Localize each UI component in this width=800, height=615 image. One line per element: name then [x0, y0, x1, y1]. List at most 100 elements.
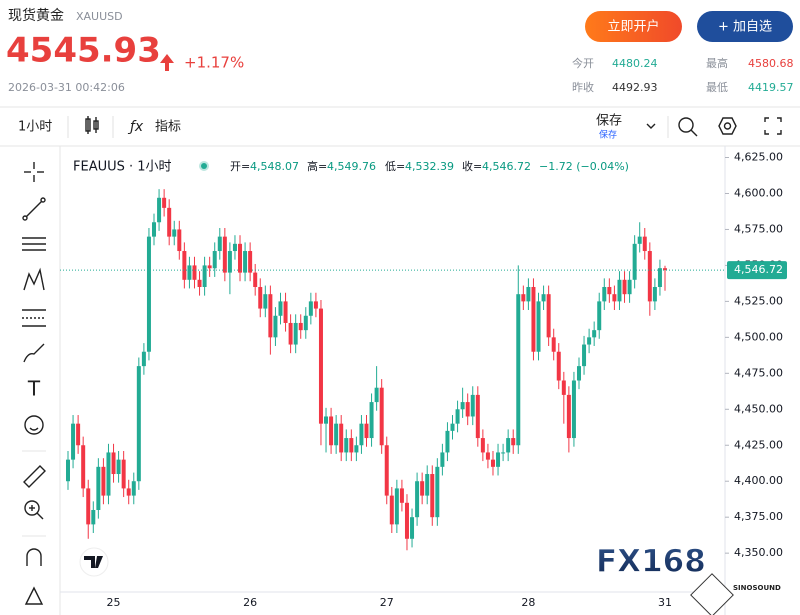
tradingview-logo	[79, 547, 109, 577]
candle-body	[450, 423, 455, 431]
candle-body	[187, 265, 192, 280]
legend-value: 4,546.72	[482, 160, 531, 173]
y-tick-label: 4,625.00	[734, 151, 783, 164]
watermark-partner: SINOSOUND	[733, 584, 781, 592]
candle-body	[663, 268, 667, 271]
candle-body	[217, 236, 222, 252]
candle-body	[273, 315, 278, 338]
interval-button[interactable]: 1小时	[18, 120, 52, 135]
candle-body	[202, 265, 207, 287]
icon-tool[interactable]	[24, 415, 44, 435]
candle-body	[465, 402, 470, 417]
x-tick-label: 31	[658, 596, 672, 609]
save-button[interactable]: 保存	[596, 114, 622, 129]
candle-body	[283, 301, 288, 323]
candle-body	[152, 222, 157, 237]
candle-body	[86, 488, 91, 525]
crosshair-tool[interactable]	[24, 162, 44, 182]
candle-body	[172, 229, 177, 237]
candle-body	[612, 294, 617, 302]
y-tick-label: 4,425.00	[734, 438, 783, 451]
measure-tool[interactable]	[23, 465, 46, 488]
candle-body	[511, 438, 516, 446]
candle-body	[248, 251, 253, 273]
candle-body	[582, 344, 587, 367]
candle-body	[516, 294, 521, 446]
candle-body	[404, 502, 409, 539]
candle-body	[394, 488, 399, 525]
zoom-tool[interactable]	[24, 500, 44, 520]
candle-body	[420, 481, 425, 496]
watchlist-button[interactable]: + 加自选	[697, 11, 793, 42]
candle-body	[197, 279, 202, 287]
candle-body	[475, 394, 480, 439]
legend-title: FEAUUS · 1小时	[73, 160, 172, 175]
candle-body	[278, 301, 283, 316]
stat-label: 最高	[706, 56, 728, 70]
candle-body	[157, 197, 162, 223]
candle-body	[597, 301, 602, 331]
candle-body	[177, 229, 182, 252]
candle-body	[374, 387, 379, 403]
y-tick-label: 4,475.00	[734, 366, 783, 379]
open-account-button[interactable]: 立即开户	[585, 11, 682, 42]
up-arrow	[160, 54, 174, 71]
candle-body	[349, 438, 354, 453]
candle-body	[313, 301, 318, 309]
candle-body	[445, 430, 450, 453]
fx-icon: ƒx	[127, 119, 144, 135]
candle-body	[91, 509, 96, 525]
legend-value: 4,549.76	[327, 160, 376, 173]
legend-change: −1.72 (−0.04%)	[539, 160, 629, 173]
pattern-tool[interactable]	[23, 267, 45, 291]
button-bg	[697, 11, 793, 42]
candle-body	[592, 330, 597, 338]
alert-button[interactable]	[678, 117, 698, 137]
trendline-tool[interactable]	[22, 197, 46, 221]
candle-body	[303, 315, 308, 331]
candle-body	[622, 279, 627, 295]
watermark-brand: FX168	[596, 544, 706, 580]
candle-body	[637, 236, 642, 244]
legend-value: 4,548.07	[250, 160, 299, 173]
indicators-button[interactable]: 指标	[155, 120, 181, 135]
chart-type-button[interactable]	[85, 116, 99, 134]
y-tick-label: 4,450.00	[734, 402, 783, 415]
x-tick-label: 25	[107, 596, 121, 609]
candle-body	[101, 466, 106, 496]
candle-body	[496, 452, 501, 467]
brush-tool[interactable]	[23, 343, 45, 363]
candle-body	[607, 286, 612, 295]
settings-button[interactable]	[718, 117, 737, 135]
candle-body	[146, 236, 151, 352]
candle-body	[227, 251, 232, 273]
candle-body	[288, 322, 293, 345]
status-dot	[201, 163, 207, 169]
y-tick-label: 4,525.00	[734, 294, 783, 307]
prediction-tool[interactable]	[22, 309, 46, 327]
candle-body	[344, 438, 349, 453]
y-tick-label: 4,375.00	[734, 510, 783, 523]
candle-body	[324, 416, 329, 424]
candle-body	[263, 294, 268, 309]
candle-body	[531, 286, 536, 352]
candle-body	[167, 207, 172, 237]
candle-body	[126, 488, 131, 496]
candle-body	[131, 481, 136, 496]
candle-body	[657, 268, 662, 287]
candle-body	[576, 366, 581, 381]
save-menu[interactable]	[646, 123, 656, 129]
fib-tool[interactable]	[22, 237, 46, 251]
last-price-box	[727, 261, 787, 280]
magnet-tool[interactable]	[26, 548, 42, 566]
stat-label: 最低	[706, 81, 728, 94]
price-change: +1.17%	[184, 54, 244, 72]
lock-tool[interactable]	[24, 586, 44, 605]
candle-body	[389, 495, 394, 525]
text-tool[interactable]: T	[27, 377, 41, 401]
candle-body	[253, 272, 258, 287]
candle-body	[308, 301, 313, 316]
fullscreen-button[interactable]	[764, 117, 782, 135]
timestamp: 2026-03-31 00:42:06	[8, 81, 125, 94]
